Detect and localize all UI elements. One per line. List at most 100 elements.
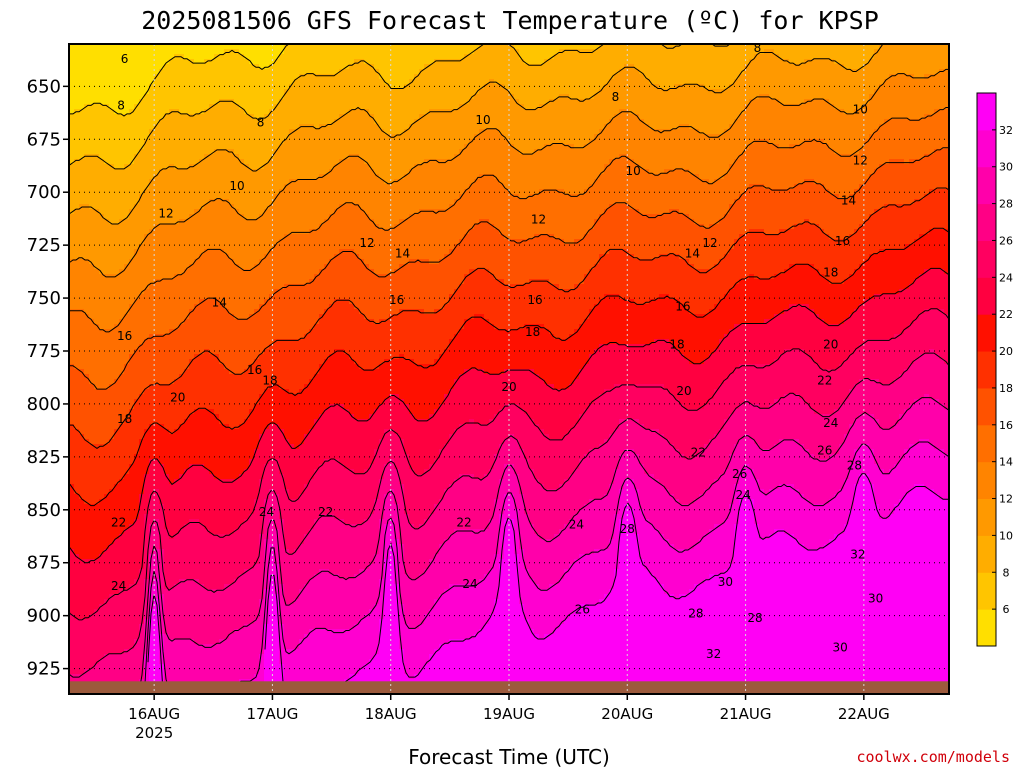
temperature-cell xyxy=(194,284,200,290)
temperature-cell xyxy=(94,309,100,315)
temperature-cell xyxy=(199,259,205,265)
temperature-cell xyxy=(149,484,155,490)
temperature-cell xyxy=(199,394,205,400)
temperature-cell xyxy=(194,449,200,455)
temperature-cell xyxy=(124,519,130,525)
temperature-cell xyxy=(74,524,80,530)
temperature-cell xyxy=(69,334,75,340)
temperature-cell xyxy=(204,144,210,150)
temperature-cell xyxy=(199,619,205,625)
temperature-cell xyxy=(144,274,150,280)
temperature-cell xyxy=(149,199,155,205)
temperature-cell xyxy=(89,649,95,655)
temperature-cell xyxy=(154,624,160,630)
temperature-cell xyxy=(104,289,110,295)
temperature-cell xyxy=(219,354,225,360)
temperature-cell xyxy=(189,314,195,320)
temperature-cell xyxy=(79,499,85,505)
temperature-cell xyxy=(69,609,75,615)
temperature-cell xyxy=(219,379,225,385)
temperature-cell xyxy=(199,164,205,170)
temperature-cell xyxy=(229,354,235,360)
temperature-cell xyxy=(239,609,245,615)
temperature-cell xyxy=(129,649,135,655)
temperature-cell xyxy=(219,219,225,225)
temperature-cell xyxy=(194,49,200,55)
temperature-cell xyxy=(94,239,100,245)
temperature-cell xyxy=(199,414,205,420)
temperature-cell xyxy=(164,674,170,680)
temperature-cell xyxy=(84,454,90,460)
temperature-cell xyxy=(239,294,245,300)
temperature-cell xyxy=(89,519,95,525)
temperature-cell xyxy=(94,189,100,195)
temperature-cell xyxy=(84,629,90,635)
temperature-cell xyxy=(169,334,175,340)
temperature-cell xyxy=(149,159,155,165)
temperature-cell xyxy=(244,94,250,100)
temperature-cell xyxy=(99,269,105,275)
temperature-cell xyxy=(239,519,245,525)
temperature-cell xyxy=(159,564,165,570)
temperature-cell xyxy=(164,289,170,295)
temperature-cell xyxy=(109,79,115,85)
temperature-cell xyxy=(109,479,115,485)
temperature-cell xyxy=(164,239,170,245)
temperature-cell xyxy=(204,464,210,470)
temperature-cell xyxy=(179,354,185,360)
temperature-cell xyxy=(159,234,165,240)
temperature-cell xyxy=(254,364,260,370)
temperature-cell xyxy=(69,434,75,440)
temperature-cell xyxy=(254,584,260,590)
temperature-cell xyxy=(139,284,145,290)
temperature-cell xyxy=(209,514,215,520)
temperature-cell xyxy=(154,124,160,130)
temperature-cell xyxy=(154,449,160,455)
temperature-cell xyxy=(99,569,105,575)
temperature-cell xyxy=(189,174,195,180)
temperature-cell xyxy=(164,499,170,505)
temperature-cell xyxy=(214,429,220,435)
temperature-cell xyxy=(244,259,250,265)
temperature-cell xyxy=(249,184,255,190)
temperature-cell xyxy=(164,214,170,220)
temperature-cell xyxy=(214,49,220,55)
temperature-cell xyxy=(189,49,195,55)
temperature-cell xyxy=(169,89,175,95)
temperature-cell xyxy=(204,339,210,345)
temperature-cell xyxy=(74,129,80,135)
temperature-cell xyxy=(254,194,260,200)
temperature-cell xyxy=(69,494,75,500)
temperature-cell xyxy=(184,329,190,335)
temperature-cell xyxy=(69,509,75,515)
temperature-cell xyxy=(119,109,125,115)
temperature-cell xyxy=(159,69,165,75)
temperature-cell xyxy=(74,429,80,435)
temperature-cell xyxy=(74,449,80,455)
temperature-cell xyxy=(169,134,175,140)
temperature-cell xyxy=(184,589,190,595)
temperature-cell xyxy=(209,174,215,180)
temperature-cell xyxy=(184,289,190,295)
temperature-cell xyxy=(204,359,210,365)
temperature-cell xyxy=(129,459,135,465)
temperature-cell xyxy=(199,534,205,540)
temperature-cell xyxy=(229,474,235,480)
temperature-cell xyxy=(79,564,85,570)
temperature-cell xyxy=(159,539,165,545)
temperature-cell xyxy=(254,169,260,175)
temperature-cell xyxy=(159,654,165,660)
temperature-cell xyxy=(244,379,250,385)
temperature-cell xyxy=(209,249,215,255)
temperature-cell xyxy=(144,584,150,590)
temperature-cell xyxy=(224,349,230,355)
temperature-cell xyxy=(199,459,205,465)
temperature-cell xyxy=(114,54,120,60)
temperature-cell xyxy=(139,484,145,490)
temperature-cell xyxy=(139,209,145,215)
temperature-cell xyxy=(254,139,260,145)
temperature-cell xyxy=(179,629,185,635)
temperature-cell xyxy=(224,659,230,665)
temperature-cell xyxy=(214,369,220,375)
temperature-cell xyxy=(124,44,130,50)
